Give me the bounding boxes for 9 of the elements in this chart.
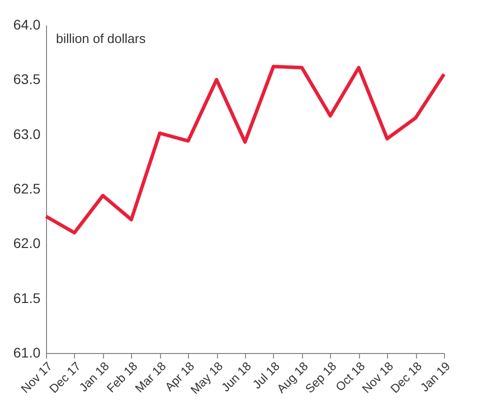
line-series (44, 64, 446, 234)
y-tick-label: 63.0 (13, 126, 41, 142)
y-tick-label: 63.5 (13, 71, 41, 88)
y-tick-label: 61.0 (13, 344, 41, 360)
annotation: billion of dollars (56, 31, 146, 46)
y-tick-label: 61.5 (13, 290, 41, 306)
y-tick-label: 62.0 (13, 235, 41, 252)
y-tick-label: 64.0 (13, 16, 41, 32)
y-tick-label: 62.5 (13, 180, 41, 196)
